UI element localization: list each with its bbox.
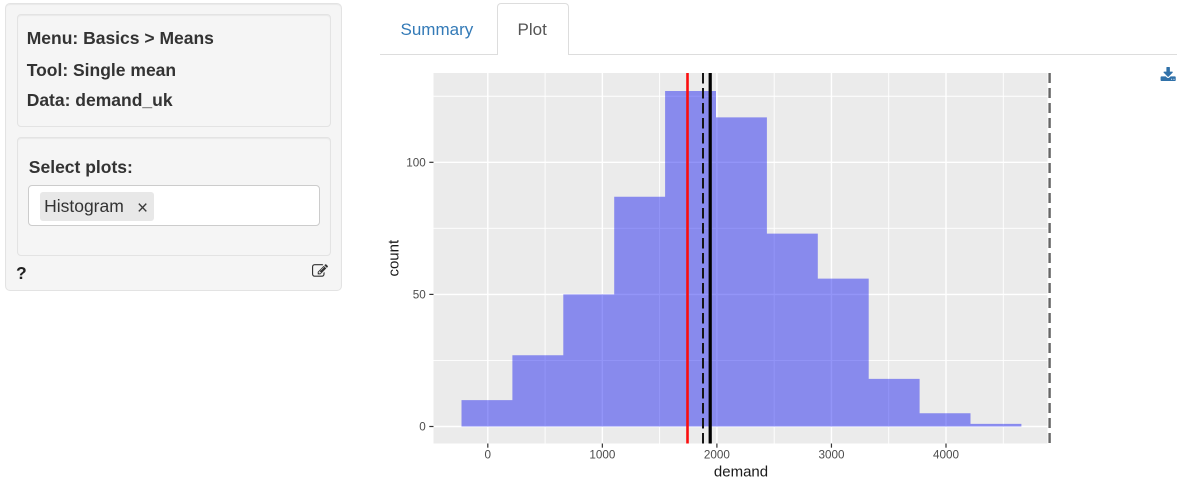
svg-text:4000: 4000 [933, 448, 960, 461]
svg-text:demand: demand [714, 464, 768, 481]
svg-text:3000: 3000 [818, 448, 845, 461]
svg-text:100: 100 [406, 157, 426, 170]
svg-text:0: 0 [485, 448, 492, 461]
svg-text:50: 50 [413, 289, 427, 302]
svg-text:count: count [386, 239, 403, 277]
svg-text:0: 0 [419, 421, 426, 434]
svg-text:1000: 1000 [589, 448, 616, 461]
svg-text:2000: 2000 [704, 448, 731, 461]
